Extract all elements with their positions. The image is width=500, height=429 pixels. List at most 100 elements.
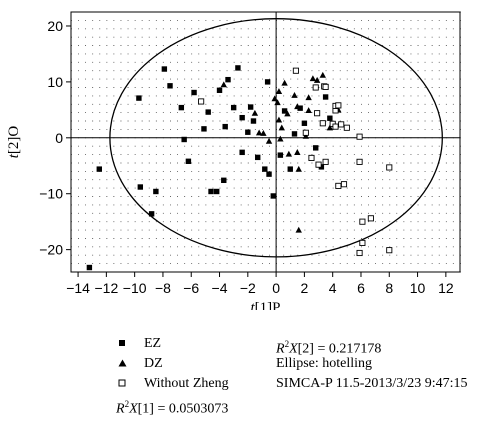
point-ez bbox=[301, 120, 308, 126]
point-ez bbox=[297, 105, 303, 111]
point-ez bbox=[322, 94, 329, 100]
point-dz bbox=[326, 124, 334, 131]
zero-axes bbox=[71, 12, 460, 272]
x-tick-label: −8 bbox=[155, 280, 171, 296]
point-dz bbox=[275, 88, 283, 94]
point-dz bbox=[277, 135, 284, 142]
point-dz bbox=[278, 124, 285, 131]
point-ez bbox=[225, 76, 231, 83]
legend-label-without-zheng: Without Zheng bbox=[144, 376, 229, 391]
legend: EZ DZ Without Zheng bbox=[116, 334, 229, 394]
point-dz bbox=[313, 76, 321, 83]
legend-item-dz: DZ bbox=[116, 354, 229, 374]
legend-label-dz: DZ bbox=[144, 356, 163, 371]
point-ez bbox=[201, 126, 207, 132]
point-without-zheng bbox=[315, 161, 322, 168]
ellipse-info: Ellipse: hotelling bbox=[276, 356, 373, 371]
point-dz bbox=[260, 130, 267, 136]
point-without-zheng bbox=[198, 98, 205, 105]
filled-square-icon bbox=[116, 336, 128, 352]
r2x1-stat: R2X[1] = 0.0503073 bbox=[116, 399, 229, 417]
r2x2-stat: R2X[2] = 0.217178 bbox=[276, 339, 382, 357]
hotelling-ellipse bbox=[109, 18, 443, 258]
point-ez bbox=[239, 149, 245, 156]
point-ez bbox=[222, 123, 228, 130]
y-tick-label: −10 bbox=[39, 186, 63, 202]
legend-label-ez: EZ bbox=[144, 336, 162, 351]
x-tick-label: 12 bbox=[438, 280, 454, 296]
open-square-icon bbox=[116, 376, 128, 392]
point-ez bbox=[181, 136, 187, 143]
point-dz bbox=[295, 165, 302, 172]
x-tick-label: −14 bbox=[66, 280, 90, 296]
point-dz bbox=[294, 149, 301, 155]
x-tick-label: 10 bbox=[410, 280, 426, 296]
x-tick-label: −6 bbox=[183, 280, 199, 296]
grid-dot-pattern bbox=[71, 11, 461, 273]
x-tick-label: −4 bbox=[212, 280, 228, 296]
point-ez bbox=[245, 129, 251, 135]
x-tick-label: 8 bbox=[385, 280, 393, 296]
point-without-zheng bbox=[335, 102, 342, 109]
x-tick-label: −12 bbox=[94, 280, 118, 296]
x-tick-labels: −14 −12 −10 −8 −6 −4 −2 0 2 4 6 8 10 12 bbox=[66, 272, 454, 296]
point-ez bbox=[137, 184, 144, 190]
point-ez bbox=[235, 65, 241, 71]
point-without-zheng bbox=[338, 121, 345, 128]
point-ez bbox=[262, 166, 268, 172]
point-without-zheng bbox=[292, 67, 299, 74]
point-ez bbox=[264, 79, 271, 85]
y-tick-label: 20 bbox=[47, 18, 63, 34]
point-ez bbox=[191, 89, 197, 96]
point-without-zheng bbox=[359, 239, 366, 246]
x-tick-label: 4 bbox=[329, 280, 337, 296]
point-without-zheng bbox=[343, 124, 350, 131]
point-without-zheng bbox=[386, 247, 393, 254]
point-without-zheng bbox=[322, 83, 329, 90]
point-ez bbox=[291, 131, 298, 137]
point-ez bbox=[247, 104, 254, 110]
point-dz bbox=[305, 107, 312, 114]
y-tick-label: 10 bbox=[47, 74, 63, 90]
point-ez bbox=[161, 66, 168, 72]
point-ez bbox=[96, 166, 102, 172]
software-info: SIMCA-P 11.5-2013/3/23 9:47:15 bbox=[276, 376, 468, 391]
legend-item-without-zheng: Without Zheng bbox=[116, 374, 229, 394]
point-without-zheng bbox=[314, 110, 321, 117]
point-dz bbox=[271, 95, 278, 102]
x-tick-label: 6 bbox=[357, 280, 365, 296]
point-ez bbox=[216, 87, 223, 93]
x-axis-label: t[1]P bbox=[250, 300, 280, 310]
point-ez bbox=[148, 211, 155, 217]
point-without-zheng bbox=[308, 154, 315, 161]
point-without-zheng bbox=[302, 129, 309, 136]
data-points bbox=[86, 65, 393, 271]
x-tick-label: 2 bbox=[301, 280, 309, 296]
y-tick-label: −20 bbox=[39, 242, 63, 258]
point-ez bbox=[313, 145, 319, 151]
point-ez bbox=[277, 152, 284, 158]
point-dz bbox=[255, 129, 263, 136]
point-dz bbox=[295, 226, 302, 233]
point-without-zheng bbox=[386, 164, 393, 171]
point-dz bbox=[305, 94, 312, 101]
point-ez bbox=[178, 104, 185, 111]
point-without-zheng bbox=[356, 133, 363, 140]
r2x2-value: = 0.217178 bbox=[317, 341, 382, 357]
point-without-zheng bbox=[340, 181, 348, 188]
point-dz bbox=[285, 150, 293, 157]
point-ez bbox=[230, 104, 237, 111]
point-dz bbox=[220, 81, 227, 88]
point-ez bbox=[287, 166, 293, 172]
point-ez bbox=[239, 114, 245, 121]
x-tick-label: −2 bbox=[240, 280, 256, 296]
point-dz bbox=[284, 110, 291, 117]
point-without-zheng bbox=[322, 158, 329, 165]
point-dz bbox=[309, 75, 317, 82]
point-ez bbox=[136, 95, 142, 101]
point-dz bbox=[274, 99, 281, 106]
point-ez bbox=[281, 108, 288, 114]
point-ez bbox=[153, 188, 159, 195]
point-ez bbox=[213, 188, 220, 195]
point-without-zheng bbox=[312, 84, 319, 91]
